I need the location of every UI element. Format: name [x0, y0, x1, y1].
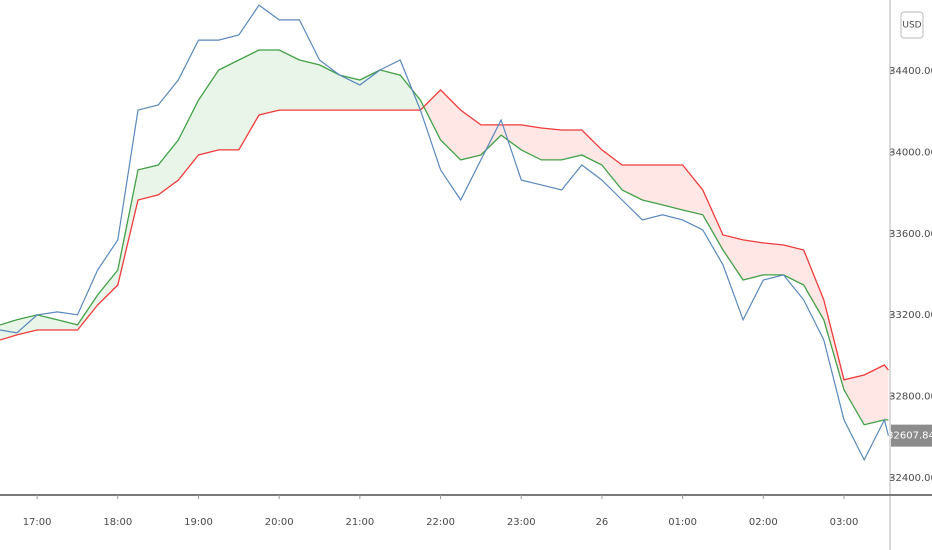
band-fill: [763, 242, 784, 275]
x-tick-label: 22:00: [426, 517, 455, 528]
x-tick-label: 17:00: [23, 517, 52, 528]
band-fill: [682, 165, 703, 215]
x-tick-label: 21:00: [345, 517, 374, 528]
y-tick-label: 34000.00: [889, 147, 932, 158]
band-fill: [158, 139, 179, 195]
band-fill: [460, 110, 481, 160]
band-fill: [662, 165, 683, 210]
band-fill: [77, 295, 98, 330]
band-fill: [137, 165, 159, 200]
band-fill: [359, 69, 381, 111]
band-fill: [803, 250, 824, 320]
band-fill: [198, 69, 219, 156]
last-price-box: [891, 424, 932, 447]
x-tick-label: 26: [596, 517, 609, 528]
band-fill: [541, 127, 562, 160]
y-tick-label: 32400.00: [889, 473, 932, 484]
x-tick-label: 02:00: [749, 517, 778, 528]
band-fill: [642, 165, 663, 205]
band-fill: [178, 100, 199, 181]
band-fill: [622, 165, 643, 200]
currency-box[interactable]: [900, 11, 924, 39]
band-fill: [722, 234, 744, 280]
price-line: [0, 4, 889, 462]
band-fill: [844, 374, 865, 425]
band-fill: [279, 50, 300, 111]
x-tick-label: 18:00: [103, 517, 132, 528]
band-fill: [57, 319, 78, 330]
y-tick-label: 33600.00: [889, 229, 932, 240]
price-line: [0, 88, 889, 381]
band-fill: [0, 319, 17, 340]
x-tick-label: 03:00: [830, 517, 859, 528]
band-fill: [238, 50, 260, 150]
band-fill: [702, 190, 723, 251]
band-fill: [218, 60, 239, 150]
band-fill: [581, 130, 602, 165]
y-tick-label: 33200.00: [889, 310, 932, 321]
x-tick-label: 20:00: [265, 517, 294, 528]
band-fill: [117, 169, 138, 286]
band-fill: [440, 89, 461, 160]
band-fill: [501, 124, 522, 150]
y-tick-label: 34400.00: [889, 66, 932, 77]
y-tick-label: 32800.00: [889, 392, 932, 403]
x-tick-label: 01:00: [668, 517, 697, 528]
price-line: [0, 49, 889, 426]
currency-label: USD: [902, 21, 921, 31]
band-fill: [299, 60, 320, 111]
band-fill: [783, 244, 804, 286]
band-fill: [561, 130, 582, 160]
last-price-label: 32607.84: [887, 431, 932, 442]
band-fill: [259, 50, 280, 115]
band-fill: [400, 75, 421, 111]
band-fill: [743, 239, 764, 280]
x-tick-label: 23:00: [507, 517, 536, 528]
band-fill: [521, 124, 542, 160]
band-fill: [420, 89, 441, 140]
x-tick-label: 19:00: [184, 517, 213, 528]
band-fill: [380, 69, 401, 111]
band-fill: [97, 269, 118, 305]
band-fill: [884, 364, 889, 420]
band-fill: [864, 364, 885, 425]
band-fill: [319, 64, 340, 111]
band-fill: [339, 75, 360, 111]
band-fill: [601, 149, 623, 191]
